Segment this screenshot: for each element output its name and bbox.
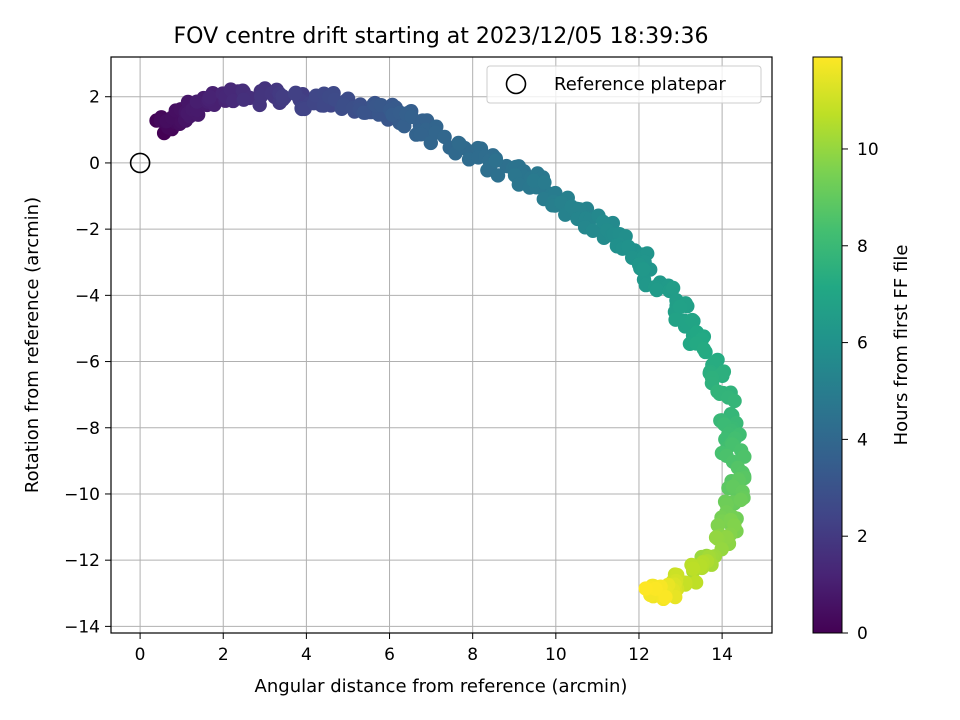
data-point [672, 299, 688, 315]
x-tick-label: 14 [711, 645, 733, 665]
colorbar [812, 56, 843, 634]
data-point [688, 575, 704, 590]
y-axis-ticks: 2 0 −2 −4 −6 −8 −10 −12 −14 [64, 88, 111, 637]
data-point [356, 105, 371, 120]
y-tick-label: 0 [89, 154, 100, 174]
data-point [452, 136, 467, 151]
y-tick-label: −4 [75, 286, 100, 306]
data-point [511, 177, 527, 192]
data-point [202, 89, 217, 105]
data-point [658, 589, 673, 605]
data-point [223, 82, 238, 97]
chart-title: FOV centre drift starting at 2023/12/05 … [174, 24, 709, 49]
plot-frame [110, 56, 773, 634]
colorbar-tick-label: 0 [857, 624, 868, 644]
data-point [490, 168, 506, 183]
colorbar-tick-label: 10 [857, 140, 879, 160]
colorbar-tick-label: 8 [857, 237, 868, 257]
data-point [737, 449, 752, 464]
data-point [413, 127, 429, 142]
data-point [275, 89, 290, 104]
data-point [727, 393, 742, 409]
legend-label: Reference platepar [554, 74, 726, 95]
y-tick-label: −10 [64, 485, 100, 505]
legend-marker [505, 73, 527, 95]
data-point [488, 153, 503, 168]
colorbar-tick-label: 4 [857, 430, 868, 450]
x-tick-label: 10 [545, 645, 567, 665]
data-point [696, 341, 711, 357]
data-point [287, 86, 303, 101]
data-point [708, 530, 724, 545]
x-tick-label: 6 [384, 645, 395, 665]
y-tick-label: −6 [75, 353, 100, 373]
x-tick-label: 0 [135, 645, 146, 665]
legend: Reference platepar [486, 65, 762, 104]
x-tick-label: 4 [301, 645, 312, 665]
data-point [636, 262, 651, 277]
y-tick-label: −2 [75, 220, 100, 240]
data-point [638, 581, 653, 596]
data-point [236, 92, 251, 107]
x-axis-label: Angular distance from reference (arcmin) [255, 676, 628, 697]
data-point [537, 175, 552, 190]
data-point [621, 239, 636, 254]
colorbar-ticks: 0 2 4 6 8 10 [842, 140, 879, 644]
colorbar-label: Hours from first FF file [891, 245, 912, 446]
x-tick-label: 2 [218, 645, 229, 665]
data-point [404, 109, 419, 125]
data-point [189, 94, 205, 109]
data-point [685, 561, 701, 576]
gridlines [111, 57, 772, 633]
data-point [649, 282, 664, 298]
data-point [665, 280, 681, 296]
data-point [480, 163, 495, 178]
data-point [685, 312, 700, 328]
x-tick-label: 12 [628, 645, 650, 665]
data-point [733, 492, 749, 508]
colorbar-tick-label: 6 [857, 334, 868, 354]
x-axis-ticks: 0 2 4 6 8 10 12 14 [135, 633, 733, 665]
legend-box [486, 65, 762, 104]
data-points [149, 81, 752, 607]
data-point [226, 93, 241, 109]
data-point [648, 581, 663, 596]
x-tick-label: 8 [467, 645, 478, 665]
data-point [585, 223, 601, 238]
y-tick-label: −12 [64, 551, 100, 571]
y-tick-label: −14 [64, 617, 100, 637]
y-tick-label: −8 [75, 419, 100, 439]
reference-marker [129, 152, 151, 174]
y-tick-label: 2 [89, 88, 100, 108]
y-axis-label: Rotation from reference (arcmin) [22, 197, 43, 493]
colorbar-tick-label: 2 [857, 527, 868, 547]
